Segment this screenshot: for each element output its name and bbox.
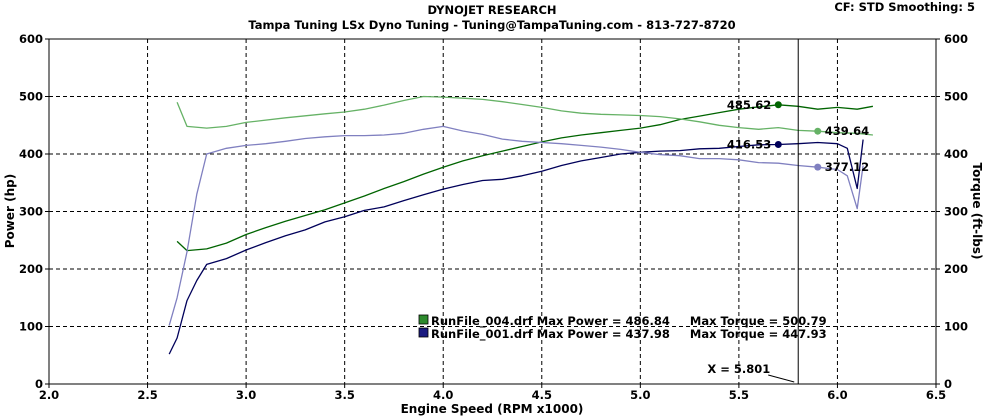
x-tick-label: 5.5 [729, 388, 749, 402]
series-line-run001_power [168, 139, 864, 355]
value-marker-label: 439.64 [825, 124, 869, 138]
y2-tick-label: 500 [944, 90, 968, 104]
value-markers: 485.62 439.64 416.53 377.12 [727, 98, 869, 174]
legend-swatch-run001 [418, 327, 429, 338]
value-marker-dot [814, 127, 822, 135]
y2-tick-label: 300 [944, 205, 968, 219]
chart-subtitle: Tampa Tuning LSx Dyno Tuning - Tuning@Ta… [248, 18, 735, 32]
y-tick-label: 500 [19, 90, 43, 104]
y-tick-label: 300 [19, 205, 43, 219]
y2-axis-label: Torque (ft-lbs) [970, 163, 984, 260]
value-marker-label: 485.62 [727, 98, 771, 112]
y-axis-label: Power (hp) [3, 174, 17, 248]
legend-swatch-run004 [418, 314, 429, 325]
settings-readout: CF: STD Smoothing: 5 [834, 0, 975, 14]
y-tick-label: 200 [19, 262, 43, 276]
y-tick-label: 100 [19, 320, 43, 334]
value-marker-label: 416.53 [727, 137, 771, 151]
y2-tick-label: 600 [944, 32, 968, 46]
x-tick-label: 4.5 [532, 388, 552, 402]
grid-lines [49, 39, 936, 384]
y-tick-label: 400 [19, 147, 43, 161]
x-tick-label: 3.5 [334, 388, 354, 402]
y2-tick-label: 0 [944, 377, 952, 391]
legend-entry-run001: RunFile_001.drf Max Power = 437.98 Max T… [431, 327, 827, 342]
x-tick-label: 4.0 [433, 388, 453, 402]
y-tick-label: 0 [35, 377, 43, 391]
y-tick-label: 600 [19, 32, 43, 46]
y2-tick-label: 100 [944, 320, 968, 334]
series-lines [168, 95, 874, 355]
series-line-run001_torque [168, 125, 864, 326]
y2-tick-label: 400 [944, 147, 968, 161]
value-marker-label: 377.12 [825, 160, 869, 174]
cursor-readout: X = 5.801 [707, 362, 770, 376]
x-tick-label: 2.0 [39, 388, 59, 402]
x-tick-label: 6.5 [926, 388, 946, 402]
series-line-run004_power [176, 104, 874, 252]
x-tick-label: 6.0 [827, 388, 847, 402]
legend: RunFile_004.drf Max Power = 486.84 Max T… [418, 314, 827, 342]
value-marker-dot [774, 101, 782, 109]
x-axis-label: Engine Speed (RPM x1000) [401, 402, 584, 416]
series-line-run004_torque [176, 95, 873, 136]
value-marker-dot [814, 163, 822, 171]
value-marker-dot [774, 140, 782, 148]
legend-entry-run004: RunFile_004.drf Max Power = 486.84 Max T… [431, 314, 827, 329]
x-tick-label: 3.0 [236, 388, 256, 402]
y2-tick-label: 200 [944, 262, 968, 276]
x-tick-label: 2.5 [137, 388, 157, 402]
cursor-label-pointer [768, 374, 795, 383]
x-tick-label: 5.0 [630, 388, 650, 402]
chart-title: DYNOJET RESEARCH [427, 3, 556, 17]
